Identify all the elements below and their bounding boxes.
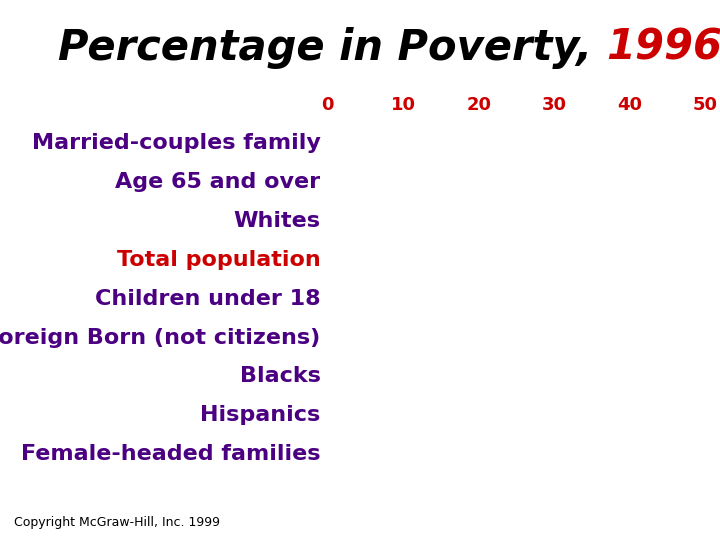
Text: 0: 0: [321, 96, 334, 114]
Text: Blacks: Blacks: [240, 366, 320, 387]
Text: Age 65 and over: Age 65 and over: [115, 172, 320, 192]
Text: Hispanics: Hispanics: [200, 405, 320, 426]
Text: Children under 18: Children under 18: [95, 288, 320, 309]
Text: Married-couples family: Married-couples family: [32, 133, 320, 153]
Text: 10: 10: [391, 96, 415, 114]
Text: Female-headed families: Female-headed families: [21, 444, 320, 464]
Text: 20: 20: [467, 96, 491, 114]
Text: 1996: 1996: [606, 27, 720, 69]
Text: Foreign Born (not citizens): Foreign Born (not citizens): [0, 327, 320, 348]
Text: Copyright McGraw-Hill, Inc. 1999: Copyright McGraw-Hill, Inc. 1999: [14, 516, 220, 529]
Text: 30: 30: [542, 96, 567, 114]
Text: Whites: Whites: [233, 211, 320, 231]
Text: Total population: Total population: [117, 249, 320, 270]
Text: Percentage in Poverty,: Percentage in Poverty,: [58, 27, 606, 69]
Text: 50: 50: [693, 96, 718, 114]
Text: 40: 40: [618, 96, 642, 114]
